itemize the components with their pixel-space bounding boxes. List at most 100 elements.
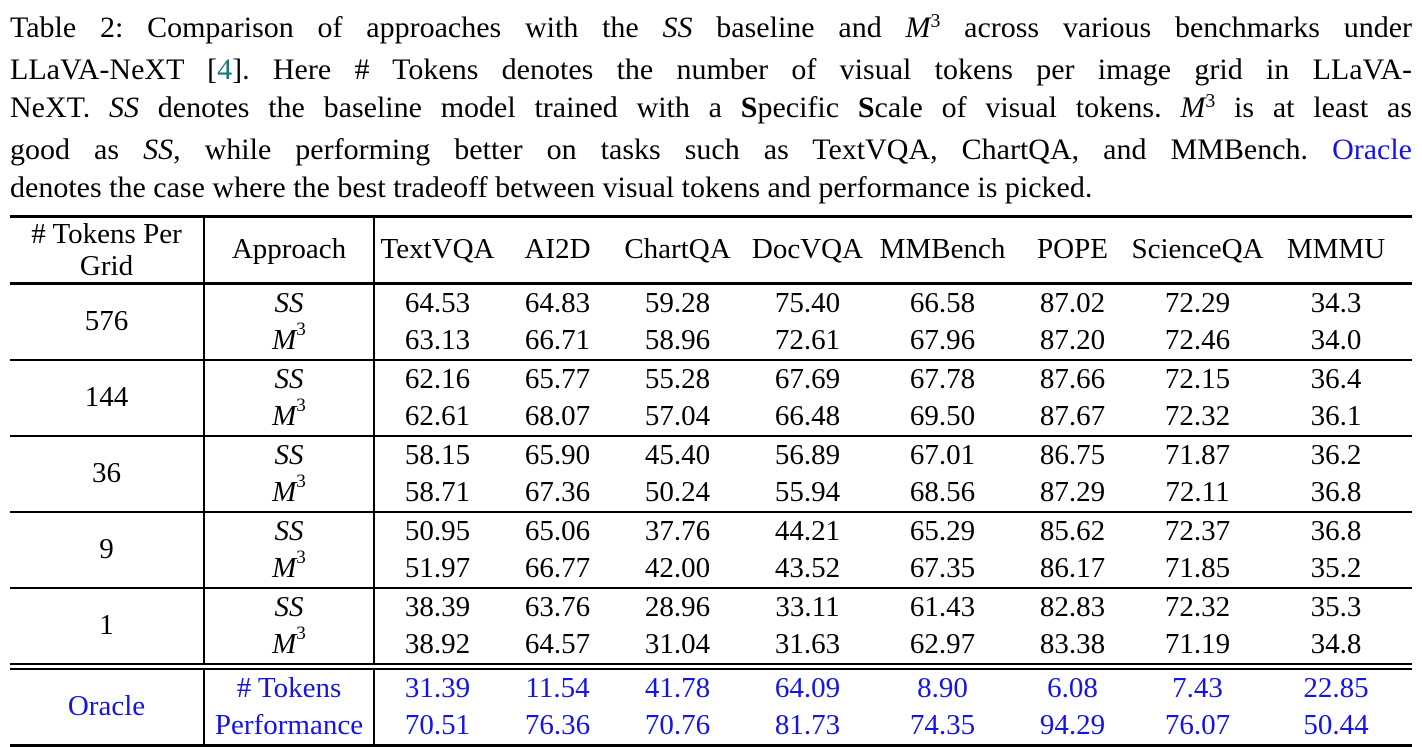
- metric-value: 87.67: [1039, 399, 1106, 432]
- metric-value: 43.52: [774, 551, 841, 584]
- metric-value: 50.95: [404, 514, 471, 547]
- metric-value: 62.61: [404, 399, 471, 432]
- metric-value: 50.24: [644, 475, 711, 508]
- metric-value: 86.17: [1039, 551, 1106, 584]
- metric-value: 70.51: [404, 708, 471, 741]
- approach-cell: SS: [205, 512, 375, 550]
- metric-value: 67.35: [909, 551, 976, 584]
- metric-value: 85.62: [1039, 514, 1106, 547]
- metric-value: 72.32: [1164, 399, 1231, 432]
- caption-text: 3: [930, 10, 941, 33]
- approach-superscript: 3: [296, 547, 306, 569]
- approach-label: M: [272, 627, 297, 660]
- caption-text: pecific: [757, 91, 858, 124]
- table-caption: Table 2: Comparison of approaches with t…: [10, 9, 1412, 208]
- caption-text: S: [740, 91, 758, 124]
- metric-value: 36.1: [1310, 399, 1362, 432]
- metric-value: 34.0: [1310, 323, 1362, 356]
- metric-value: 72.61: [774, 323, 841, 356]
- metric-value: 36.4: [1310, 362, 1362, 395]
- metric-value: 62.16: [404, 362, 471, 395]
- metric-value: 87.20: [1039, 323, 1106, 356]
- metric-value: 35.3: [1310, 590, 1362, 623]
- metric-value: 87.66: [1039, 362, 1106, 395]
- caption-line: Table 2: Comparison of approaches with t…: [10, 9, 1412, 51]
- metric-value: 67.36: [524, 475, 591, 508]
- header-benchmark: POPE: [1037, 233, 1108, 265]
- metric-value: 72.32: [1164, 590, 1231, 623]
- metric-value: 87.02: [1039, 286, 1106, 319]
- metric-value: 81.73: [774, 708, 841, 741]
- table-header: # Tokens Per Grid Approach TextVQA AI2D Ch…: [10, 217, 1412, 285]
- metric-value: 71.87: [1164, 438, 1231, 471]
- metric-value: 58.15: [404, 438, 471, 471]
- metric-value: 87.29: [1039, 475, 1106, 508]
- approach-superscript: 3: [296, 623, 306, 645]
- caption-text: S: [857, 91, 875, 124]
- caption-text: across various benchmarks under: [940, 11, 1413, 44]
- caption-text: Table 2: Comparison of approaches with t…: [10, 11, 663, 44]
- metric-value: 31.63: [774, 627, 841, 660]
- caption-text: NeXT.: [10, 91, 110, 124]
- approach-cell: SS: [205, 436, 375, 474]
- approach-cell: SS: [205, 284, 375, 322]
- caption-text: good as: [10, 132, 144, 166]
- metric-value: 67.69: [774, 362, 841, 395]
- row-group: 36 SS 58.15 65.90 45.40 56.89 67.01 86.75 71.87 3…: [10, 434, 1412, 511]
- metric-value: 66.77: [524, 551, 591, 584]
- caption-text: M: [905, 11, 931, 44]
- metric-value: 8.90: [917, 671, 968, 704]
- caption-text: ]. Here # Tokens denotes the number of v…: [232, 52, 1412, 86]
- metric-value: 64.53: [404, 286, 471, 319]
- metric-value: 58.71: [404, 475, 471, 508]
- approach-superscript: 3: [296, 471, 306, 493]
- citation-link[interactable]: 4: [217, 52, 233, 86]
- row-group: 9 SS 50.95 65.06 37.76 44.21 65.29 85.62 72.37 36…: [10, 510, 1412, 587]
- approach-cell: SS: [205, 360, 375, 398]
- metric-value: 45.40: [644, 438, 711, 471]
- metric-value: 66.71: [524, 323, 591, 356]
- metric-value: 67.01: [909, 438, 976, 471]
- caption-text: M: [1180, 91, 1206, 124]
- metric-value: 31.39: [404, 671, 471, 704]
- metric-value: 75.40: [774, 286, 841, 319]
- metric-value: 64.83: [524, 286, 591, 319]
- metric-value: 76.07: [1164, 708, 1231, 741]
- approach-label: M: [272, 323, 297, 356]
- metric-value: 71.19: [1164, 627, 1231, 660]
- caption-text: , while performing better on tasks such …: [173, 132, 1333, 166]
- tokens-per-grid-value: 576: [10, 284, 205, 359]
- metric-value: 44.21: [774, 514, 841, 547]
- metric-value: 36.2: [1310, 438, 1362, 471]
- approach-label: M: [272, 475, 297, 508]
- caption-line: LLaVA-NeXT [4]. Here # Tokens denotes th…: [10, 51, 1412, 90]
- caption-text: SS: [143, 132, 174, 166]
- metric-value: 68.56: [909, 475, 976, 508]
- caption-text: cale of visual tokens.: [874, 91, 1181, 124]
- metric-value: 66.48: [774, 399, 841, 432]
- metric-value: 59.28: [644, 286, 711, 319]
- results-table: # Tokens Per Grid Approach TextVQA AI2D Ch…: [10, 214, 1412, 747]
- metric-value: 55.28: [644, 362, 711, 395]
- metric-value: 31.04: [644, 627, 711, 660]
- header-tokens-per-grid: # Tokens Per Grid: [10, 217, 205, 282]
- metric-value: 36.8: [1310, 514, 1362, 547]
- metric-value: 65.29: [909, 514, 976, 547]
- metric-value: 61.43: [909, 590, 976, 623]
- metric-value: 72.15: [1164, 362, 1231, 395]
- metric-value: 55.94: [774, 475, 841, 508]
- header-benchmark: ScienceQA: [1131, 233, 1264, 265]
- metric-value: 64.57: [524, 627, 591, 660]
- row-group: Oracle # Tokens 31.39 11.54 41.78 64.09 8.90 6.…: [10, 662, 1412, 744]
- metric-value: 64.09: [774, 671, 841, 704]
- metric-value: 74.35: [909, 708, 976, 741]
- caption-text: SS: [109, 91, 140, 124]
- metric-value: 65.06: [524, 514, 591, 547]
- metric-value: 65.90: [524, 438, 591, 471]
- oracle-link[interactable]: Oracle: [1332, 132, 1412, 166]
- caption-line: denotes the case where the best tradeoff…: [10, 169, 1412, 208]
- header-tokens-line1: # Tokens Per: [31, 217, 182, 250]
- metric-value: 50.44: [1303, 708, 1369, 741]
